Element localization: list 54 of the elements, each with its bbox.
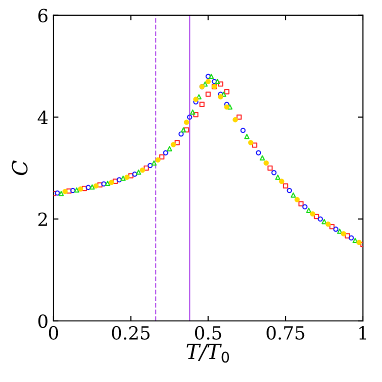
point (184, 120, 190, 125)
point (166, 146, 172, 152)
point (208, 74, 214, 80)
point (120, 176, 126, 181)
point (108, 180, 114, 185)
point (104, 180, 110, 186)
point (244, 134, 250, 140)
point (151, 160, 157, 166)
point (264, 160, 269, 166)
point (356, 240, 362, 246)
x-tick-label: 0.75 (266, 326, 304, 340)
point (322, 218, 327, 224)
point (214, 78, 220, 84)
point (218, 94, 224, 100)
point (248, 140, 254, 146)
point (294, 197, 300, 202)
point (221, 92, 226, 97)
point (155, 157, 161, 163)
point (180, 127, 186, 133)
point (124, 174, 130, 180)
point (206, 78, 211, 84)
point (190, 109, 196, 115)
point (193, 96, 198, 102)
point (232, 117, 238, 122)
x-tick-label: 0.25 (112, 326, 150, 340)
point (279, 178, 284, 184)
point (337, 228, 342, 234)
point (136, 170, 142, 175)
point (58, 190, 64, 196)
point (170, 142, 176, 148)
x-tick-label: 1 (359, 326, 366, 340)
point (90, 184, 95, 190)
x-tick-label: 0.5 (195, 326, 222, 340)
point (78, 186, 84, 192)
y-tick-label: 2 (38, 212, 47, 226)
point (340, 231, 346, 236)
x-axis-title: T/T$_{0}$ (186, 344, 230, 363)
y-tick-label: 4 (38, 110, 48, 124)
y-tick-label: 6 (38, 8, 48, 22)
point (62, 188, 68, 194)
point (140, 167, 146, 173)
point (306, 208, 312, 213)
point (290, 192, 296, 198)
point (260, 155, 265, 161)
x-tick-label: 0 (48, 326, 58, 340)
point (275, 174, 280, 180)
y-axis-title: C (12, 160, 28, 176)
point (224, 104, 230, 110)
point (227, 104, 232, 110)
point (93, 183, 99, 189)
y-tick-label: 0 (38, 314, 48, 328)
point (325, 221, 331, 227)
point (74, 187, 80, 193)
point (310, 211, 316, 217)
